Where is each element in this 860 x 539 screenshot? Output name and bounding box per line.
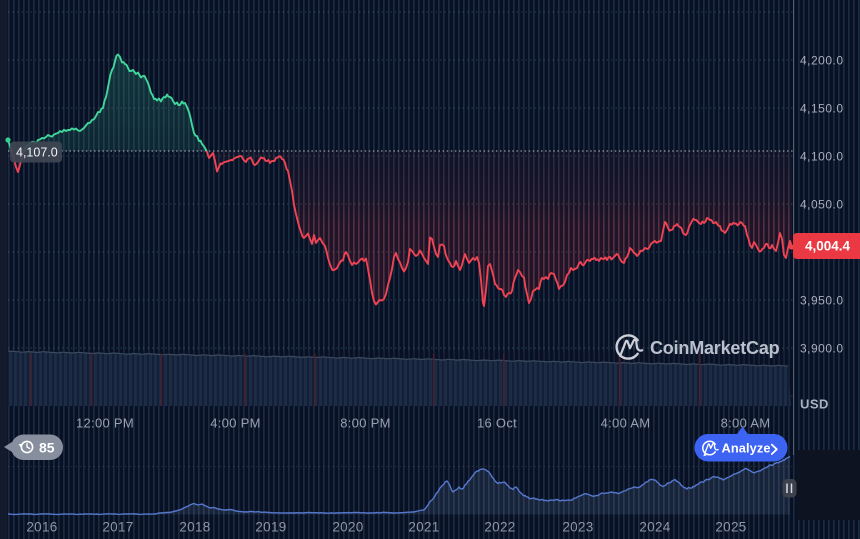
svg-text:85: 85	[39, 440, 55, 456]
svg-text:4,200.0: 4,200.0	[800, 54, 844, 68]
svg-text:2023: 2023	[562, 520, 593, 535]
svg-text:4,107.0: 4,107.0	[16, 146, 58, 160]
svg-text:8:00 PM: 8:00 PM	[340, 416, 391, 431]
svg-text:8:00 AM: 8:00 AM	[721, 416, 771, 431]
svg-text:4:00 PM: 4:00 PM	[210, 416, 261, 431]
svg-text:USD: USD	[800, 397, 829, 412]
svg-text:4,050.0: 4,050.0	[800, 198, 844, 212]
svg-text:4:00 AM: 4:00 AM	[601, 416, 651, 431]
svg-text:3,950.0: 3,950.0	[800, 294, 844, 308]
svg-text:16 Oct: 16 Oct	[477, 416, 517, 431]
svg-text:2016: 2016	[26, 520, 57, 535]
svg-text:2021: 2021	[408, 520, 439, 535]
svg-text:12:00 PM: 12:00 PM	[76, 416, 134, 431]
svg-text:4,004.4: 4,004.4	[805, 239, 851, 254]
svg-text:4,100.0: 4,100.0	[800, 150, 844, 164]
svg-text:2025: 2025	[715, 520, 746, 535]
svg-text:2020: 2020	[332, 520, 363, 535]
svg-text:2024: 2024	[639, 520, 670, 535]
svg-text:2019: 2019	[255, 520, 286, 535]
svg-text:3,900.0: 3,900.0	[800, 342, 844, 356]
svg-text:2022: 2022	[484, 520, 515, 535]
svg-text:4,150.0: 4,150.0	[800, 102, 844, 116]
svg-text:Analyze: Analyze	[722, 440, 771, 455]
svg-text:CoinMarketCap: CoinMarketCap	[650, 338, 780, 358]
svg-text:2017: 2017	[102, 520, 133, 535]
svg-text:2018: 2018	[179, 520, 210, 535]
